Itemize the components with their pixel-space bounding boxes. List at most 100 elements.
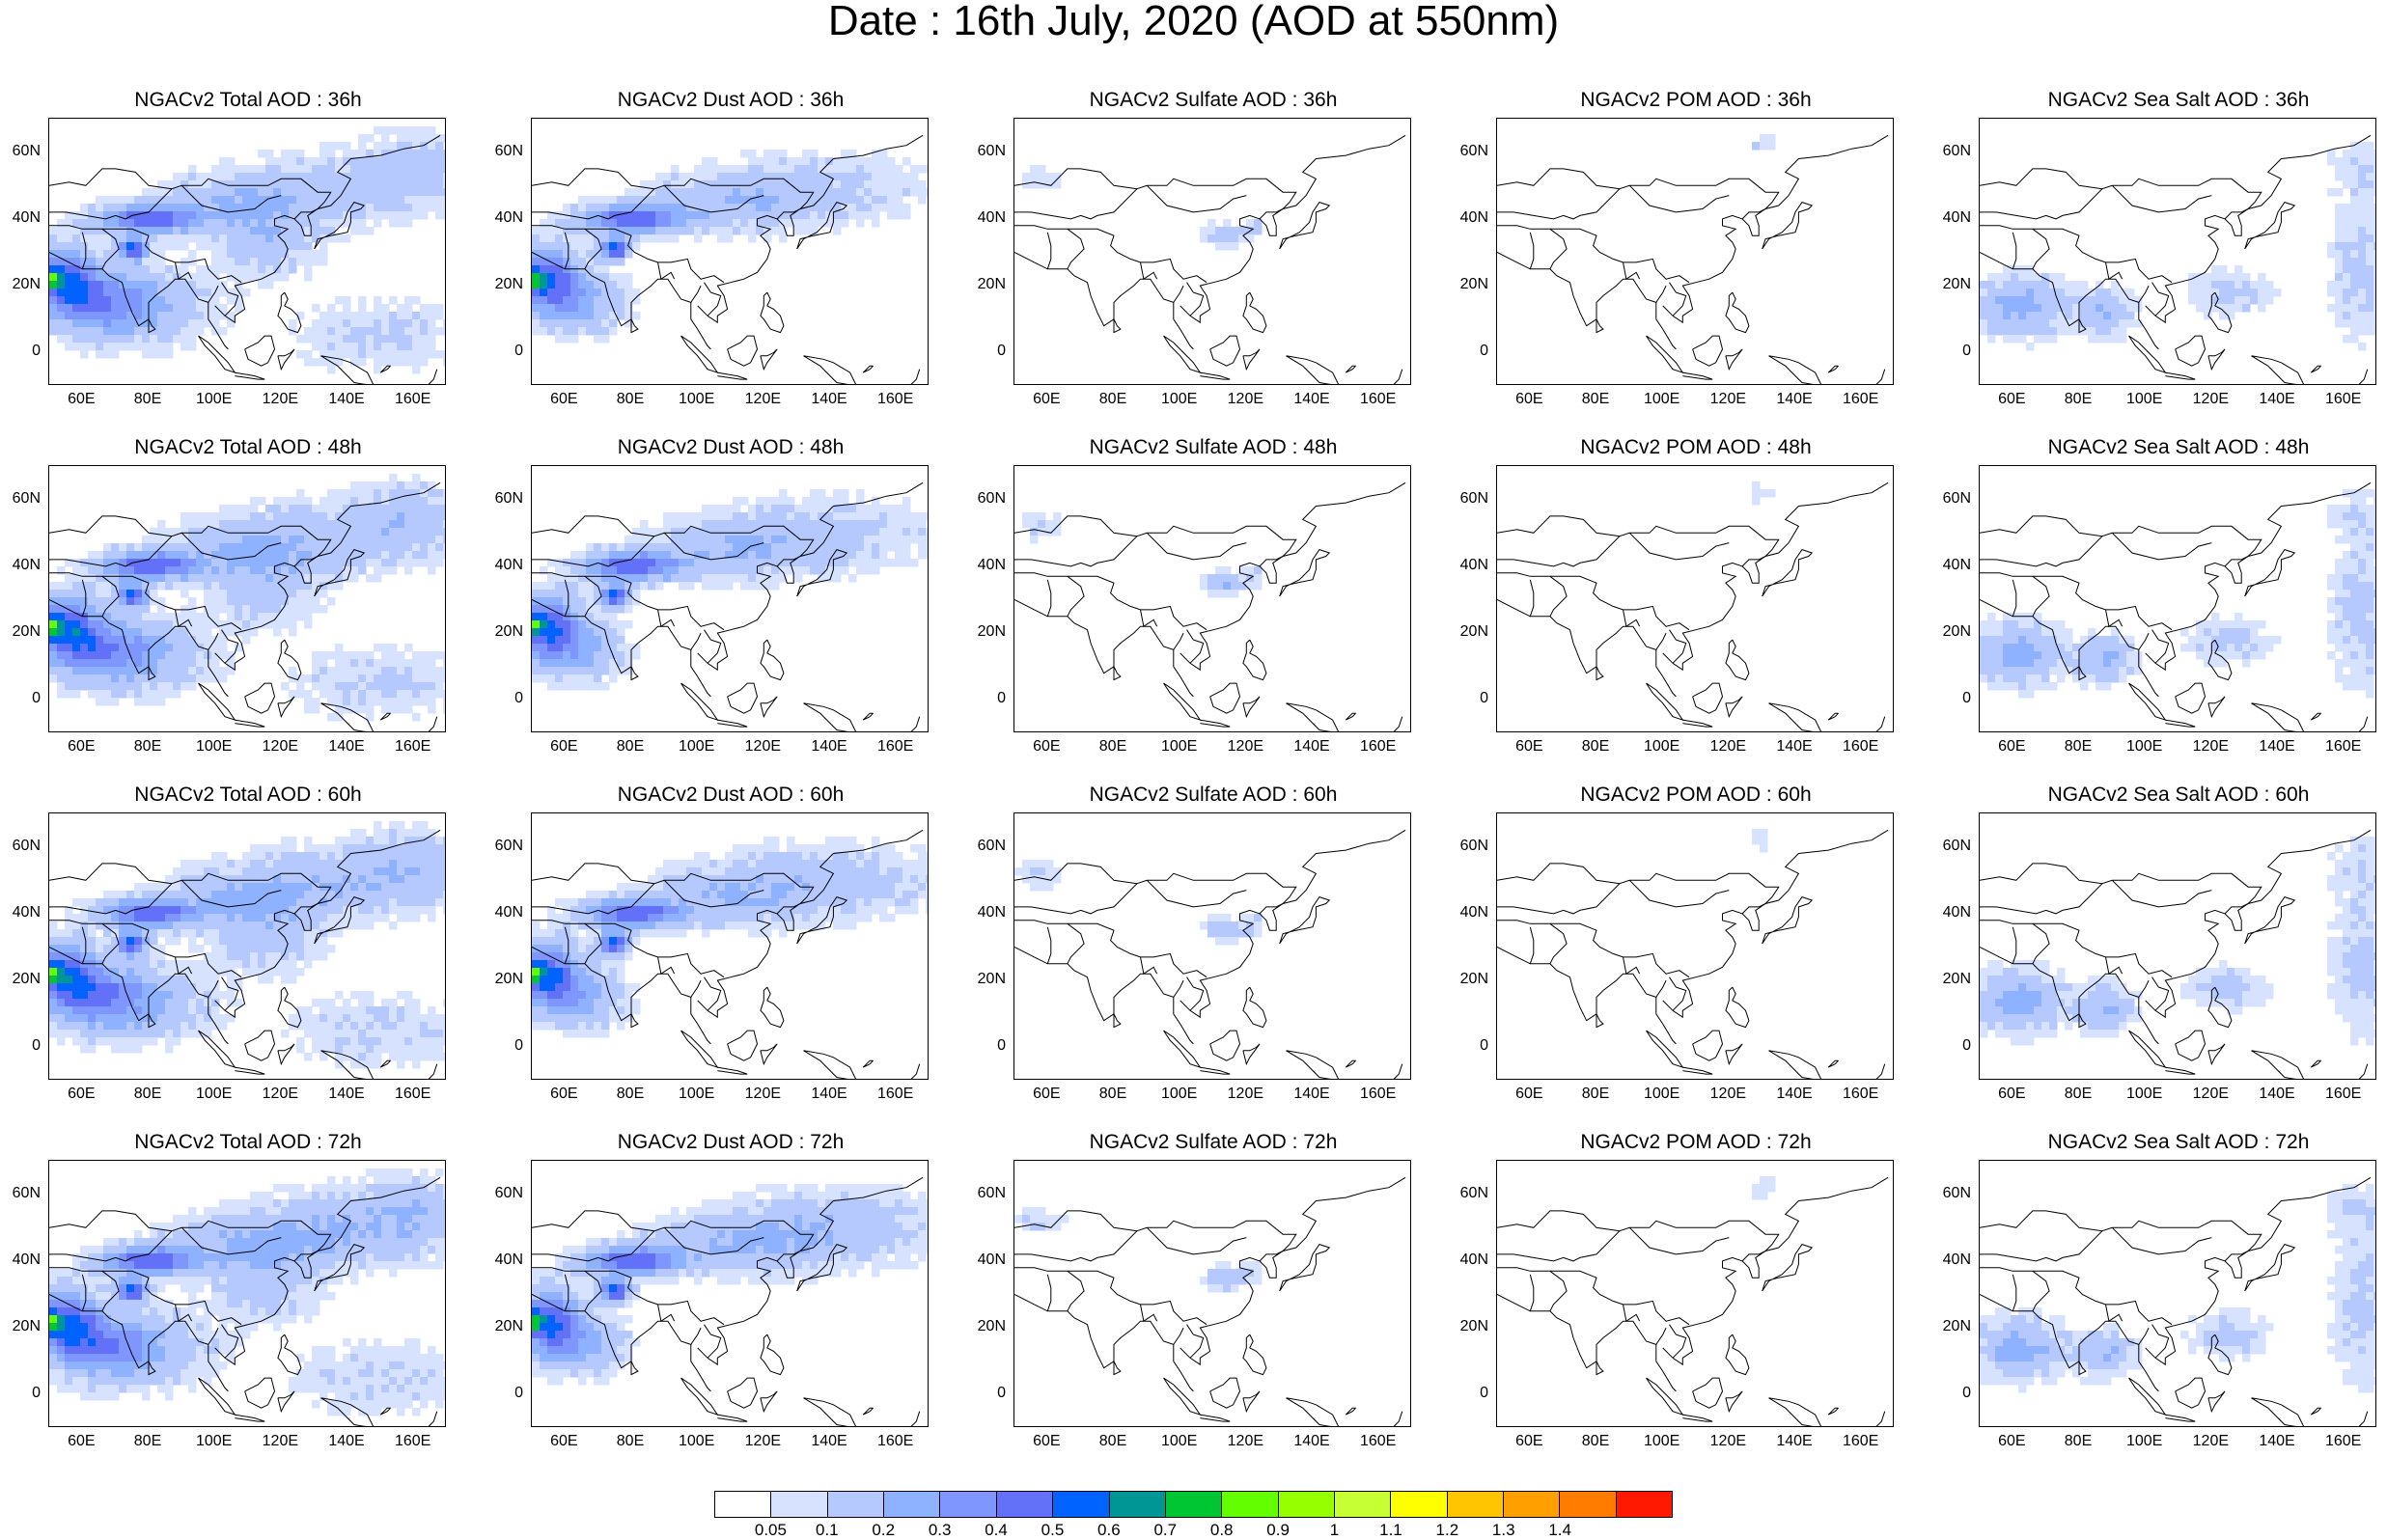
aod-cell xyxy=(204,860,212,868)
aod-cell xyxy=(640,211,649,220)
aod-cell xyxy=(825,188,834,197)
aod-cell xyxy=(725,204,734,212)
aod-cell xyxy=(2072,674,2081,683)
aod-cell xyxy=(219,157,228,166)
aod-cell xyxy=(2234,644,2243,652)
aod-cell xyxy=(2343,574,2351,583)
aod-cell xyxy=(374,551,382,560)
aod-cell xyxy=(1980,651,1988,660)
aod-cell xyxy=(648,188,656,197)
aod-cell xyxy=(119,265,127,274)
aod-cell xyxy=(2350,142,2359,151)
aod-cell xyxy=(88,273,97,282)
aod-cell xyxy=(111,289,120,297)
aod-cell xyxy=(72,945,81,953)
aod-cell xyxy=(679,196,687,205)
aod-cell xyxy=(420,165,429,174)
aod-cell xyxy=(2049,651,2058,660)
coastline xyxy=(862,712,874,721)
aod-cell xyxy=(204,674,212,683)
aod-cell xyxy=(2034,304,2042,313)
aod-cell xyxy=(2350,590,2359,598)
aod-cell xyxy=(926,512,928,521)
aod-cell xyxy=(142,906,151,915)
aod-cell xyxy=(126,319,135,328)
aod-cell xyxy=(2358,590,2367,598)
aod-cell xyxy=(420,659,429,668)
aod-cell xyxy=(632,219,641,228)
aod-cell xyxy=(196,512,205,521)
aod-cell xyxy=(2041,628,2050,637)
aod-cell xyxy=(134,312,143,320)
aod-cell xyxy=(188,543,197,552)
coastline xyxy=(1655,285,1667,303)
aod-cell xyxy=(887,512,896,521)
aod-cell xyxy=(617,204,625,212)
aod-cell xyxy=(134,636,143,645)
aod-cell xyxy=(609,296,618,305)
aod-cell xyxy=(327,852,336,861)
aod-cell xyxy=(2366,173,2374,181)
aod-cell xyxy=(578,227,587,235)
aod-cell xyxy=(180,227,189,235)
aod-cell xyxy=(358,219,367,228)
lat-tick-label: 20N xyxy=(1459,276,1488,293)
aod-cell xyxy=(771,543,780,552)
aod-cell xyxy=(702,551,710,560)
aod-cell xyxy=(65,219,73,228)
aod-cell xyxy=(227,536,236,544)
aod-cell xyxy=(412,829,421,838)
aod-cell xyxy=(250,597,259,606)
aod-cell xyxy=(1223,582,1232,591)
aod-cell xyxy=(1254,582,1263,591)
aod-cell xyxy=(1254,574,1263,583)
aod-cell xyxy=(80,597,89,606)
lat-tick-label: 40N xyxy=(977,208,1006,226)
aod-cell xyxy=(289,173,297,181)
aod-cell xyxy=(2366,281,2374,289)
aod-cell xyxy=(273,906,282,915)
aod-cell xyxy=(180,891,189,899)
aod-cell xyxy=(640,559,649,567)
aod-cell xyxy=(570,682,579,691)
coastline xyxy=(1669,282,1687,316)
aod-cell xyxy=(609,211,618,220)
aod-cell xyxy=(180,605,189,614)
aod-cell xyxy=(211,520,220,529)
aod-cell xyxy=(327,651,336,660)
aod-cell xyxy=(563,682,571,691)
aod-cell xyxy=(2234,620,2243,629)
aod-cell xyxy=(389,335,398,344)
aod-cell xyxy=(2366,258,2374,266)
aod-cell xyxy=(412,327,421,336)
aod-cell xyxy=(671,234,680,243)
aod-cell xyxy=(2366,605,2374,614)
aod-cell xyxy=(532,590,541,598)
aod-cell xyxy=(532,620,541,629)
aod-cell xyxy=(49,319,58,328)
aod-cell xyxy=(771,497,780,506)
aod-cell xyxy=(2366,690,2374,699)
aod-cell xyxy=(157,674,166,683)
aod-cell xyxy=(2041,289,2050,297)
aod-cell xyxy=(119,582,127,591)
aod-cell xyxy=(594,289,602,297)
aod-cell xyxy=(435,188,444,197)
aod-cell xyxy=(397,219,405,228)
aod-cell xyxy=(2088,327,2096,336)
aod-cell xyxy=(343,312,351,320)
aod-cell xyxy=(435,852,444,861)
map-panel: NGACv2 Dust AOD : 36h 60N 40N 20N 0 60E 80E 100… xyxy=(485,89,967,417)
aod-cell xyxy=(72,929,81,938)
aod-cell xyxy=(173,296,181,305)
aod-cell xyxy=(258,566,266,575)
aod-cell xyxy=(219,898,228,907)
aod-cell xyxy=(165,543,174,552)
coastline xyxy=(1980,178,2262,220)
aod-cell xyxy=(358,343,367,351)
aod-cell xyxy=(242,613,251,621)
aod-cell xyxy=(157,319,166,328)
aod-cell xyxy=(49,265,58,274)
aod-cell xyxy=(1760,134,1768,143)
coastline xyxy=(1393,716,1403,731)
